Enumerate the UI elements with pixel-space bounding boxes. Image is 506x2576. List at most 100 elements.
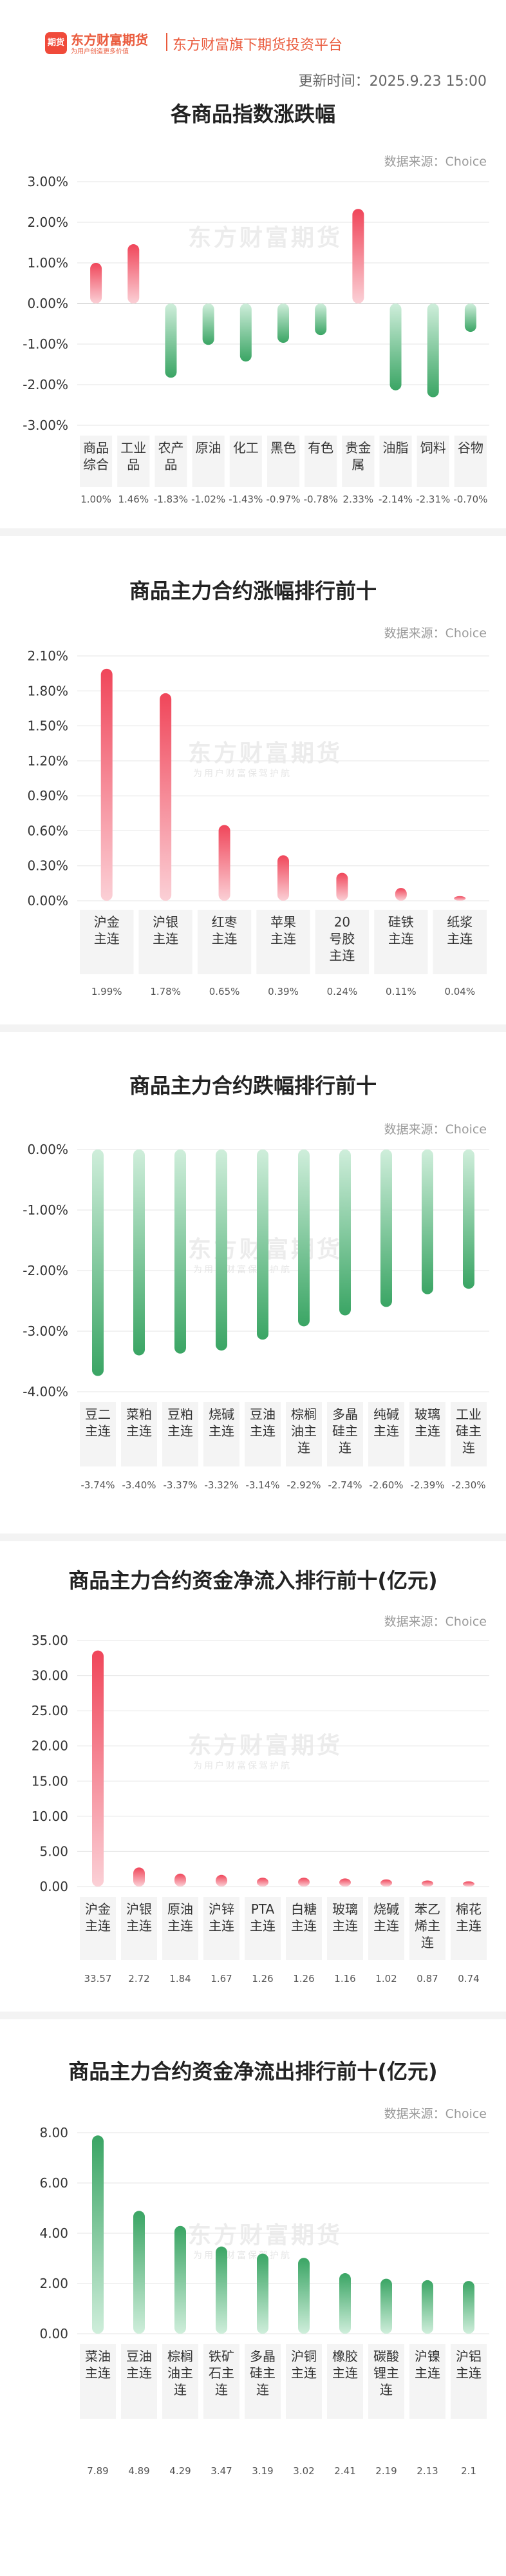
x-category-label: 棕榈油主连: [167, 2349, 193, 2398]
y-tick-label: 1.00%: [27, 255, 68, 271]
value-label: 2.41: [334, 2465, 355, 2477]
x-category-label: 碳酸锂主连: [373, 2349, 399, 2398]
y-tick-label: -2.00%: [23, 1263, 68, 1278]
y-tick-label: 2.00: [39, 2276, 68, 2291]
y-tick-label: 8.00: [39, 2125, 68, 2140]
value-label: 1.99%: [91, 986, 122, 997]
value-label: 3.02: [293, 2465, 314, 2477]
bar: [257, 2253, 268, 2334]
bar: [298, 1149, 310, 1327]
x-category-label: PTA 主连: [250, 1901, 276, 1934]
y-tick-label: 3.00%: [27, 174, 68, 189]
y-tick-label: -3.00%: [23, 418, 68, 433]
category-panel: [417, 436, 449, 487]
category-panel: [162, 1897, 198, 1960]
value-label: -3.37%: [163, 1479, 197, 1491]
bar: [257, 1149, 268, 1340]
chart-title-2: 商品主力合约涨幅排行前十: [129, 579, 377, 603]
value-label: -2.30%: [451, 1479, 485, 1491]
category-panel: [368, 1897, 404, 1960]
bar: [239, 303, 252, 362]
x-category-label: 纸浆主连: [447, 914, 473, 947]
y-tick-label: 2.00%: [27, 215, 68, 230]
y-tick-label: 30.00: [32, 1668, 68, 1684]
y-tick-label: 0.00: [39, 2326, 68, 2341]
chart-title-1: 各商品指数涨跌幅: [170, 102, 335, 126]
category-panel: [121, 2344, 157, 2419]
x-category-label: 多晶硅主连: [250, 2349, 276, 2398]
x-category-label: 硅铁主连: [388, 914, 414, 947]
x-category-label: 贵金属: [345, 440, 371, 472]
value-label: 2.13: [417, 2465, 438, 2477]
x-category-label: 有色: [308, 440, 333, 456]
category-panel: [203, 1897, 239, 1960]
watermark: 东方财富期货: [188, 2222, 343, 2249]
bar: [92, 1149, 104, 1376]
category-panel: [80, 910, 134, 974]
x-category-label: 菜油主连: [85, 2349, 111, 2381]
x-category-label: 沪金主连: [85, 1901, 111, 1934]
category-panel: [197, 910, 252, 974]
y-tick-label: 1.50%: [27, 718, 68, 734]
category-panel: [245, 2344, 281, 2419]
data-source-4: 数据来源：Choice: [384, 1615, 487, 1629]
bar: [92, 1650, 104, 1887]
bar: [339, 1149, 351, 1316]
x-category-label: 沪银主连: [153, 914, 178, 947]
y-tick-label: -1.00%: [23, 1202, 68, 1218]
watermark-sub: 为用户财富保驾护航: [193, 769, 292, 779]
bar: [174, 2225, 186, 2334]
y-tick-label: 35.00: [32, 1633, 68, 1648]
brand-slogan: 为用户创造更多价值: [71, 48, 129, 55]
category-panel: [286, 1402, 322, 1466]
x-category-label: 沪锌主连: [209, 1901, 234, 1934]
bar: [395, 888, 407, 901]
value-label: 0.74: [458, 1973, 479, 1985]
category-panel: [117, 436, 150, 487]
x-category-label: 工业硅主连: [456, 1407, 482, 1456]
update-time: 更新时间：2025.9.23 15:00: [298, 73, 487, 90]
x-category-label: 豆二主连: [85, 1407, 111, 1439]
x-category-label: 菜粕主连: [126, 1407, 152, 1439]
section-divider: [0, 1533, 506, 1541]
category-panel: [342, 436, 375, 487]
bar: [315, 303, 327, 336]
chart-index-change: 3.00% 2.00% 1.00% 0.00% -1.00% -2.00% -3.00% 商品…: [23, 174, 489, 505]
bar: [257, 1878, 268, 1887]
x-category-label: 谷物: [458, 440, 483, 456]
chart-title-3: 商品主力合约跌幅排行前十: [129, 1073, 377, 1098]
category-panel: [327, 1402, 363, 1466]
value-label: -2.14%: [379, 494, 413, 505]
value-label: 1.00%: [80, 494, 111, 505]
x-category-label: 商品综合: [83, 440, 109, 472]
y-tick-label: 5.00: [39, 1843, 68, 1859]
value-label: -3.74%: [80, 1479, 115, 1491]
category-panel: [162, 2344, 198, 2419]
category-panel: [409, 1402, 445, 1466]
y-tick-label: 0.00%: [27, 1142, 68, 1157]
y-tick-label: 0.00: [39, 1879, 68, 1894]
y-tick-label: -2.00%: [23, 377, 68, 392]
bar: [216, 1149, 227, 1351]
value-label: -1.83%: [154, 494, 188, 505]
y-tick-label: 0.30%: [27, 858, 68, 874]
value-label: -3.40%: [122, 1479, 156, 1491]
value-label: 1.26: [252, 1973, 273, 1985]
bar: [90, 263, 102, 303]
category-panel: [374, 910, 428, 974]
category-panel: [203, 2344, 239, 2419]
x-category-label: 沪金主连: [94, 914, 120, 947]
bar: [160, 693, 172, 901]
category-panel: [80, 2344, 116, 2419]
bar: [127, 244, 140, 303]
value-label: -0.70%: [453, 494, 487, 505]
x-category-label: 沪铝主连: [456, 2349, 482, 2381]
category-panel: [327, 2344, 363, 2419]
bar: [339, 1878, 351, 1887]
bar: [463, 2281, 474, 2334]
bar: [216, 1874, 227, 1887]
watermark: 东方财富期货: [188, 1732, 343, 1759]
y-tick-label: 20.00: [32, 1738, 68, 1754]
x-category-label: 橡胶主连: [332, 2349, 358, 2381]
